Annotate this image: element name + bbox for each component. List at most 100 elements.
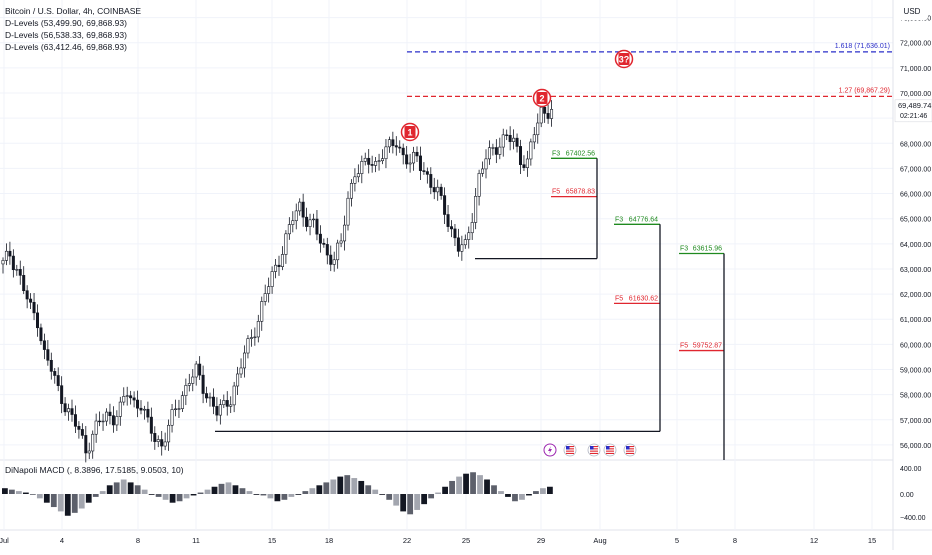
currency-button[interactable]: USD (896, 2, 928, 20)
candle-up (374, 161, 378, 166)
price-tick-label: 61,000.00 (900, 317, 931, 324)
candle-up (463, 239, 467, 246)
indicator-legend-1[interactable]: D-Levels (53,499.90, 69,868.93) (5, 18, 127, 28)
macd-bar (491, 485, 497, 494)
wave-label-1: 2 (539, 94, 544, 104)
macd-bar (400, 494, 407, 512)
macd-legend[interactable]: DiNapoli MACD (, 8.3896, 17.5185, 9.0503… (5, 465, 184, 475)
wave-badge-2 (618, 53, 630, 65)
candle-up (167, 424, 171, 443)
candle-up (101, 420, 105, 423)
macd-bar (232, 485, 239, 494)
price-tick-label: 72,000.00 (900, 41, 931, 48)
candle-down (546, 113, 550, 119)
macd-bar (533, 491, 539, 494)
flag-stripe (606, 448, 614, 450)
candle-down (136, 399, 140, 409)
f3-tag-2: F3 (680, 245, 688, 252)
candle-down (29, 298, 33, 303)
candle-down (315, 218, 319, 235)
candle-up (260, 301, 264, 322)
macd-bar (295, 494, 302, 495)
macd-bar (323, 482, 330, 494)
candle-up (436, 186, 440, 193)
flag-canton (626, 446, 630, 450)
indicator-legend-2[interactable]: D-Levels (56,538.33, 69,868.93) (5, 30, 127, 40)
candle-down (518, 146, 522, 165)
candle-down (398, 146, 402, 149)
candle-up (208, 396, 212, 399)
candle-up (308, 219, 312, 227)
price-axis[interactable]: 73,000.0072,000.0071,000.0070,000.0069,0… (892, 0, 932, 550)
candle-down (129, 395, 133, 399)
candle-up (360, 161, 364, 174)
f5-tag-2: F5 (680, 343, 688, 350)
candle-up (474, 196, 478, 223)
candle-up (460, 244, 464, 252)
macd-bar (106, 485, 113, 494)
candle-down (146, 408, 150, 418)
time-axis[interactable]: Jul 4 8 11 15 18 22 25 29 Aug 5 8 12 15 (0, 536, 876, 545)
macd-bar (519, 494, 525, 500)
candle-up (267, 286, 271, 294)
candle-down (425, 171, 429, 175)
us-flag-icon (563, 443, 577, 457)
price-tick-label: 68,000.00 (900, 141, 931, 148)
candle-down (325, 244, 329, 256)
candle-up (539, 106, 543, 124)
candle-up (115, 416, 119, 426)
candle-up (532, 134, 536, 143)
candle-down (60, 385, 64, 404)
last-price-label: 69,489.74 (898, 101, 931, 110)
candle-down (522, 164, 526, 168)
candle-down (422, 170, 426, 172)
flag-canton (606, 446, 610, 450)
candle-down (394, 145, 398, 148)
candle-down (449, 226, 453, 230)
price-tick-label: 56,000.00 (900, 443, 931, 450)
f5-value-1: 61630.62 (629, 295, 658, 302)
price-tick-label: 70,000.00 (900, 91, 931, 98)
candles (1, 100, 554, 463)
fib-label-0: 1.618 (71,636.01) (835, 43, 890, 50)
macd-bar (498, 491, 504, 494)
fib-extension-lines: 1.618 (71,636.01) 1.27 (69,867.29) (407, 43, 893, 97)
macd-bar (29, 494, 36, 495)
grid (0, 0, 932, 531)
candle-down (391, 139, 395, 146)
candle-down (225, 400, 229, 407)
candle-down (439, 186, 443, 196)
indicator-legend-3[interactable]: D-Levels (63,412.46, 69,868.93) (5, 42, 127, 52)
candle-down (329, 254, 333, 265)
flag-canton (590, 446, 594, 450)
macd-bar (449, 480, 455, 494)
macd-bar (92, 494, 99, 497)
candle-down (415, 151, 419, 157)
lightning-glyph (548, 446, 552, 454)
candle-up (477, 173, 481, 197)
wave-label-2: 3? (619, 55, 630, 65)
candle-down (32, 301, 36, 314)
wave-badge-0 (404, 126, 416, 138)
candle-up (284, 233, 288, 255)
candle-up (91, 433, 95, 452)
macd-bar (463, 473, 469, 494)
candle-down (198, 363, 202, 376)
macd-bar (78, 494, 85, 509)
candle-up (467, 232, 471, 240)
macd-bar (141, 489, 148, 494)
symbol-title[interactable]: Bitcoin / U.S. Dollar, 4h, COINBASE (5, 6, 142, 16)
candle-up (122, 396, 126, 403)
macd-bar (148, 494, 155, 495)
candle-up (550, 109, 554, 119)
flag-stripe (566, 452, 574, 454)
candle-up (470, 222, 474, 234)
candle-up (487, 147, 491, 160)
candle-down (80, 429, 84, 436)
candle-down (367, 157, 371, 165)
macd-bar (309, 488, 316, 494)
candle-up (287, 224, 291, 235)
flag-stripe (626, 448, 634, 450)
